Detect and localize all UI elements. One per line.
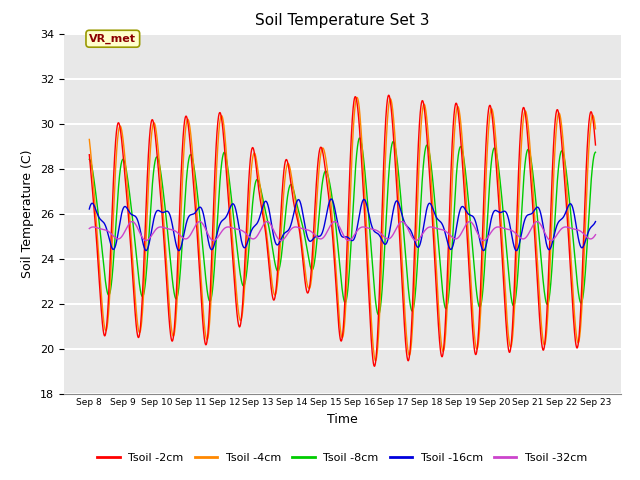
Y-axis label: Soil Temperature (C): Soil Temperature (C)	[22, 149, 35, 278]
X-axis label: Time: Time	[327, 413, 358, 426]
Title: Soil Temperature Set 3: Soil Temperature Set 3	[255, 13, 429, 28]
Text: VR_met: VR_met	[90, 34, 136, 44]
Legend: Tsoil -2cm, Tsoil -4cm, Tsoil -8cm, Tsoil -16cm, Tsoil -32cm: Tsoil -2cm, Tsoil -4cm, Tsoil -8cm, Tsoi…	[93, 448, 592, 467]
